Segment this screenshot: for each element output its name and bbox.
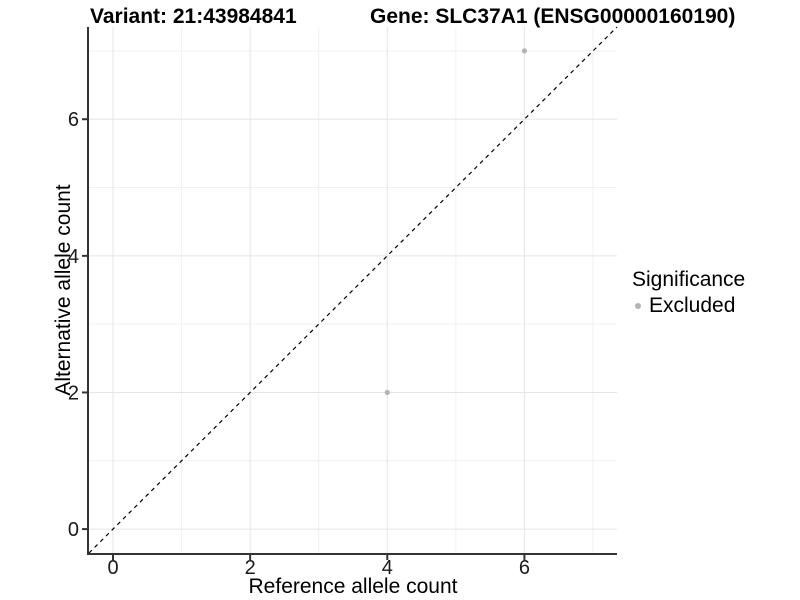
legend-entry-label: Excluded	[649, 294, 736, 317]
y-axis-title: Alternative allele count	[52, 184, 75, 396]
x-tick-label: 6	[519, 557, 530, 579]
plot-title-variant: Variant: 21:43984841	[90, 5, 297, 28]
identity-reference-line	[88, 26, 618, 554]
legend-entry-excluded: Excluded	[632, 294, 745, 318]
y-tick-label: 2	[68, 382, 79, 404]
y-tick-label: 0	[68, 519, 79, 541]
legend: Significance Excluded	[632, 268, 745, 318]
legend-key-dot-icon	[635, 303, 641, 309]
x-tick-label: 0	[107, 557, 118, 579]
x-tick-label: 4	[382, 557, 393, 579]
x-axis-title: Reference allele count	[248, 575, 458, 598]
y-tick-label: 4	[68, 246, 79, 268]
data-point	[384, 389, 390, 396]
data-point	[521, 48, 528, 54]
y-tick-label: 6	[68, 109, 79, 131]
plot-title-gene: Gene: SLC37A1 (ENSG00000160190)	[370, 5, 736, 28]
legend-title: Significance	[632, 268, 746, 291]
x-tick-label: 2	[245, 557, 256, 579]
